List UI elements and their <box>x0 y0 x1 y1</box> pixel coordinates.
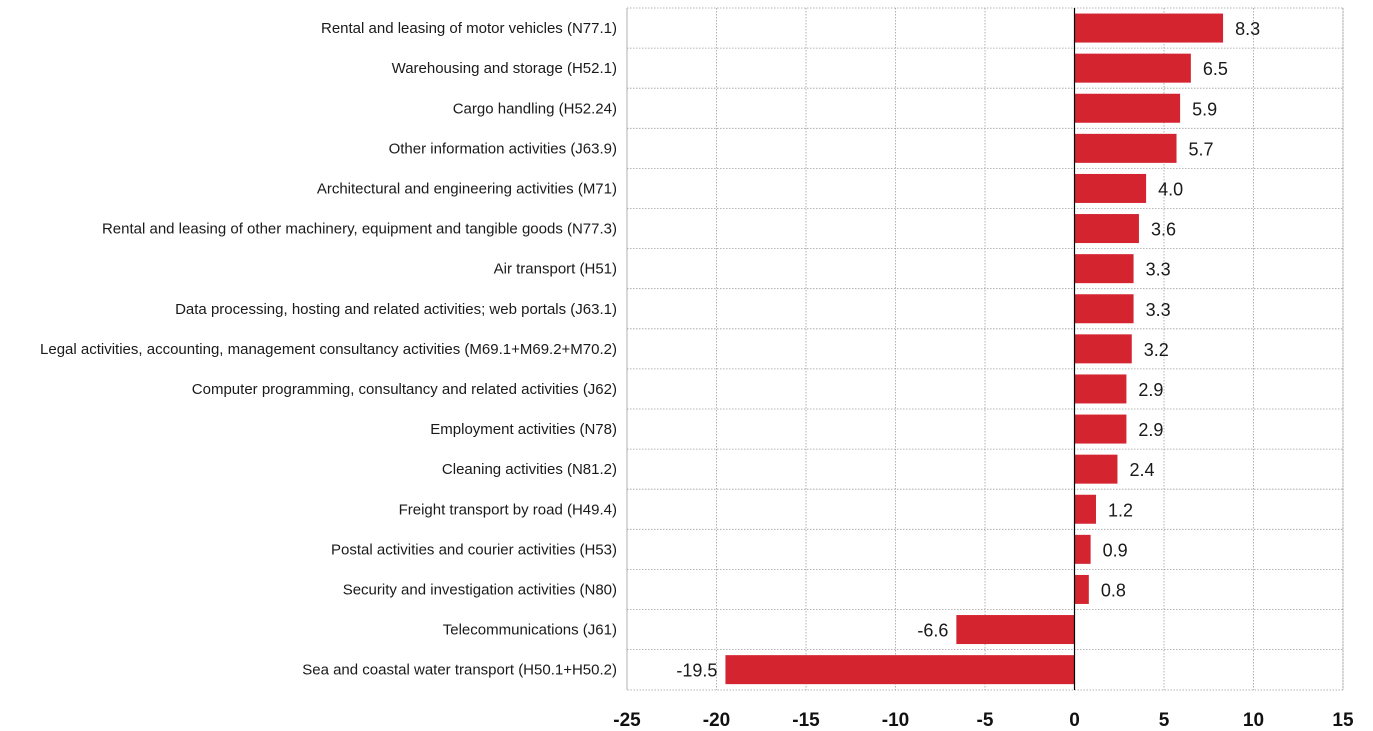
x-tick-label: -20 <box>703 710 730 731</box>
bar <box>1074 294 1134 324</box>
category-label: Air transport (H51) <box>494 261 617 278</box>
category-label: Security and investigation activities (N… <box>343 581 617 598</box>
x-tick-label: 10 <box>1243 710 1264 731</box>
data-label: 5.9 <box>1192 99 1217 119</box>
data-label: 2.9 <box>1138 380 1163 400</box>
x-tick-label: 0 <box>1069 710 1080 731</box>
data-label: 6.5 <box>1203 59 1228 79</box>
grid <box>626 7 1344 691</box>
x-tick-label: -15 <box>792 710 820 731</box>
data-label: 1.2 <box>1108 500 1133 520</box>
x-tick-label: 5 <box>1159 710 1170 731</box>
x-axis-tick-labels: -25 -20 -15 -10 -5 0 5 10 15 <box>613 710 1354 731</box>
data-label: 0.9 <box>1103 540 1128 560</box>
category-label: Telecommunications (J61) <box>443 622 617 639</box>
data-label: 3.2 <box>1144 340 1169 360</box>
category-label: Cargo handling (H52.24) <box>453 100 617 117</box>
x-tick-label: -25 <box>613 710 641 731</box>
data-label: 4.0 <box>1158 179 1183 199</box>
bar <box>725 655 1075 685</box>
data-label: 3.3 <box>1146 260 1171 280</box>
data-label: -6.6 <box>917 621 948 641</box>
category-label: Postal activities and courier activities… <box>331 541 617 558</box>
category-label: Warehousing and storage (H52.1) <box>392 60 617 77</box>
bar <box>1074 374 1127 404</box>
data-label: 2.9 <box>1138 420 1163 440</box>
category-label: Freight transport by road (H49.4) <box>399 501 617 518</box>
data-label: 8.3 <box>1235 19 1260 39</box>
category-label: Legal activities, accounting, management… <box>40 341 617 358</box>
bar <box>1074 13 1224 43</box>
category-label: Cleaning activities (N81.2) <box>442 461 617 478</box>
category-labels: Rental and leasing of motor vehicles (N7… <box>40 20 617 679</box>
bar <box>1074 414 1127 444</box>
bar <box>1074 454 1118 484</box>
category-label: Architectural and engineering activities… <box>317 180 617 197</box>
bar <box>1074 254 1134 284</box>
value-labels: 8.3 6.5 5.9 5.7 4.0 3.6 3.3 3.3 3.2 2.9 2.9 2.4 1.2 0… <box>676 19 1260 681</box>
data-label: 3.6 <box>1151 220 1176 240</box>
bar <box>1074 494 1096 524</box>
bar <box>1074 93 1181 123</box>
category-label: Sea and coastal water transport (H50.1+H… <box>302 662 617 679</box>
category-label: Data processing, hosting and related act… <box>175 301 617 318</box>
bar <box>956 615 1075 645</box>
data-label: 2.4 <box>1129 460 1154 480</box>
category-label: Employment activities (N78) <box>430 421 617 438</box>
data-label: 3.3 <box>1146 300 1171 320</box>
x-tick-label: -5 <box>977 710 994 731</box>
category-label: Rental and leasing of other machinery, e… <box>102 221 617 238</box>
bar <box>1074 53 1191 83</box>
category-label: Other information activities (J63.9) <box>389 140 617 157</box>
bar <box>1074 574 1089 604</box>
x-tick-label: -10 <box>882 710 909 731</box>
bar <box>1074 334 1132 364</box>
data-label: -19.5 <box>676 661 717 681</box>
bars <box>725 13 1224 685</box>
category-label: Rental and leasing of motor vehicles (N7… <box>321 20 617 37</box>
bar <box>1074 173 1147 203</box>
data-label: 0.8 <box>1101 580 1126 600</box>
bar <box>1074 133 1177 163</box>
bar <box>1074 214 1139 244</box>
category-label: Computer programming, consultancy and re… <box>192 381 617 398</box>
data-label: 5.7 <box>1189 139 1214 159</box>
bar <box>1074 534 1091 564</box>
x-tick-label: 15 <box>1332 710 1354 731</box>
